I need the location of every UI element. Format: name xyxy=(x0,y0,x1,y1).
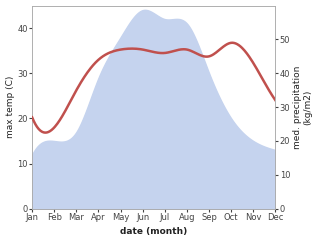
Y-axis label: max temp (C): max temp (C) xyxy=(5,76,15,138)
X-axis label: date (month): date (month) xyxy=(120,227,187,236)
Y-axis label: med. precipitation
(kg/m2): med. precipitation (kg/m2) xyxy=(293,65,313,149)
